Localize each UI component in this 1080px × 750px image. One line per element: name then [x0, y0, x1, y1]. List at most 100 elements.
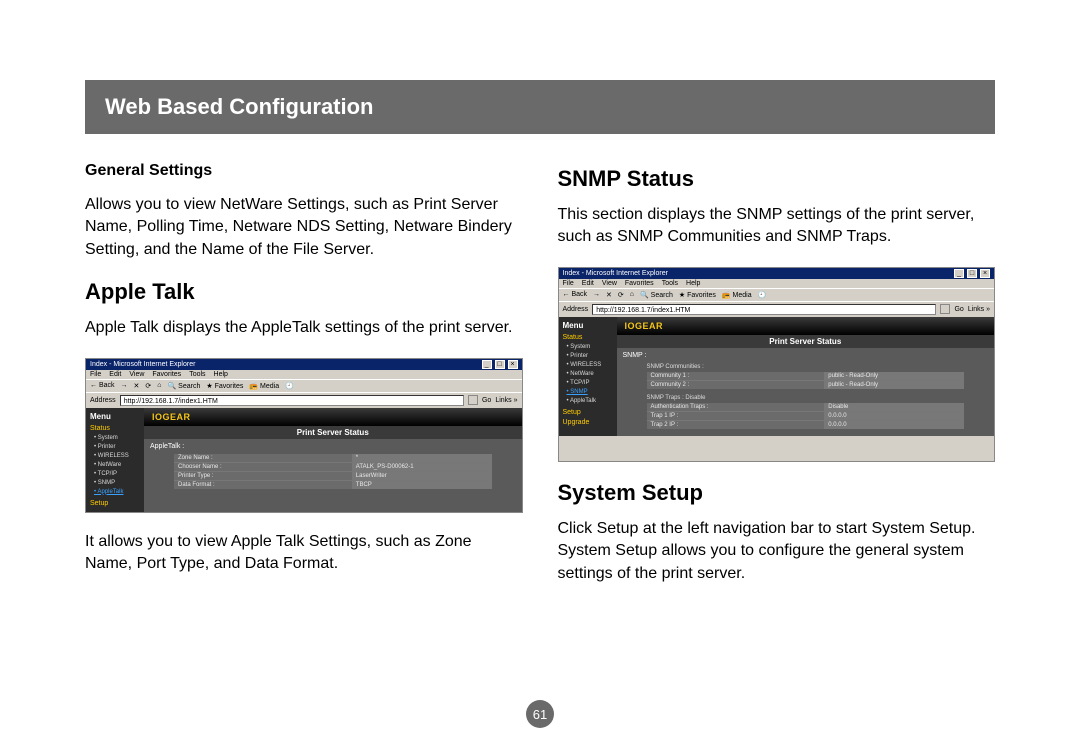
cell-value: public - Read-Only: [824, 372, 964, 380]
menu-item: File: [563, 280, 574, 287]
minimize-icon: _: [482, 360, 492, 369]
sidebar-item: TCP/IP: [94, 470, 140, 479]
cell-label: Community 1 :: [647, 372, 825, 380]
sidebar-item: Printer: [567, 352, 613, 361]
window-titlebar: Index - Microsoft Internet Explorer _ □ …: [86, 359, 522, 370]
sidebar-item: AppleTalk: [567, 397, 613, 406]
system-setup-heading: System Setup: [558, 480, 996, 506]
minimize-icon: _: [954, 269, 964, 278]
history-button: 🕘: [758, 291, 767, 299]
page-number-badge: 61: [526, 700, 554, 728]
table-row: Zone Name : *: [174, 454, 492, 463]
go-label: Go: [482, 397, 491, 404]
media-button: 📻 Media: [249, 382, 279, 390]
table-row: Trap 1 IP : 0.0.0.0: [647, 412, 965, 421]
media-button: 📻 Media: [722, 291, 752, 299]
page-title-bar: Web Based Configuration: [85, 80, 995, 134]
close-icon: ×: [980, 269, 990, 278]
menu-item: Favorites: [152, 371, 181, 378]
search-button: 🔍 Search: [640, 291, 673, 299]
maximize-icon: □: [967, 269, 977, 278]
window-buttons: _ □ ×: [481, 360, 518, 369]
history-button: 🕘: [285, 382, 294, 390]
cell-value: public - Read-Only: [824, 381, 964, 389]
appletalk-after-body: It allows you to view Apple Talk Setting…: [85, 531, 523, 576]
table-row: Chooser Name : ATALK_PS-D00062-1: [174, 463, 492, 472]
cell-value: *: [352, 454, 492, 462]
sidebar-list: System Printer WIRELESS NetWare TCP/IP S…: [563, 343, 613, 406]
general-settings-body: Allows you to view NetWare Settings, suc…: [85, 194, 523, 261]
menu-title: Menu: [563, 321, 613, 330]
two-column-layout: General Settings Allows you to view NetW…: [85, 162, 995, 603]
right-column: SNMP Status This section displays the SN…: [558, 162, 996, 603]
sidebar-item: TCP/IP: [567, 379, 613, 388]
home-button: ⌂: [630, 291, 634, 298]
go-button: [468, 395, 478, 405]
forward-button: →: [121, 382, 128, 389]
table-row: Community 2 : public - Read-Only: [647, 381, 965, 389]
table-row: Community 1 : public - Read-Only: [647, 372, 965, 381]
menu-item: File: [90, 371, 101, 378]
upgrade-label: Upgrade: [563, 419, 613, 426]
browser-toolbar: ← Back → ✕ ⟳ ⌂ 🔍 Search ★ Favorites 📻 Me…: [559, 288, 995, 301]
sidebar-item: WIRELESS: [567, 361, 613, 370]
nav-sidebar: Menu Status System Printer WIRELESS NetW…: [559, 317, 617, 436]
menu-item: Tools: [189, 371, 205, 378]
status-label: Status: [90, 425, 140, 432]
refresh-button: ⟳: [145, 382, 151, 390]
cell-value: 0.0.0.0: [824, 421, 964, 429]
setup-label: Setup: [90, 500, 140, 507]
favorites-button: ★ Favorites: [206, 382, 243, 390]
cell-value: 0.0.0.0: [824, 412, 964, 420]
stop-button: ✕: [134, 382, 140, 390]
menu-item: Tools: [662, 280, 678, 287]
snmp-heading: SNMP Status: [558, 166, 996, 192]
menu-item: View: [129, 371, 144, 378]
traps-head: SNMP Traps : Disable: [647, 395, 965, 401]
table-row: Printer Type : LaserWriter: [174, 472, 492, 481]
address-label: Address: [90, 397, 116, 404]
menu-item: Favorites: [625, 280, 654, 287]
refresh-button: ⟳: [618, 291, 624, 299]
browser-content: Menu Status System Printer WIRELESS NetW…: [86, 408, 522, 513]
cell-label: Trap 2 IP :: [647, 421, 825, 429]
sidebar-item: NetWare: [567, 370, 613, 379]
cell-label: Authentication Traps :: [647, 403, 825, 411]
sidebar-item: System: [567, 343, 613, 352]
menu-item: Help: [214, 371, 228, 378]
address-input: http://192.168.1.7/index1.HTM: [592, 304, 936, 315]
window-titlebar: Index - Microsoft Internet Explorer _ □ …: [559, 268, 995, 279]
cell-label: Printer Type :: [174, 472, 352, 480]
sidebar-item: WIRELESS: [94, 452, 140, 461]
address-label: Address: [563, 306, 589, 313]
panel-title: Print Server Status: [144, 426, 522, 439]
table-row: Authentication Traps : Disable: [647, 403, 965, 412]
cell-label: Chooser Name :: [174, 463, 352, 471]
menu-item: Edit: [109, 371, 121, 378]
address-bar: Address http://192.168.1.7/index1.HTM Go…: [86, 392, 522, 408]
address-bar: Address http://192.168.1.7/index1.HTM Go…: [559, 301, 995, 317]
snmp-body: This section displays the SNMP settings …: [558, 204, 996, 249]
appletalk-table: Zone Name : * Chooser Name : ATALK_PS-D0…: [174, 454, 492, 489]
sidebar-list: System Printer WIRELESS NetWare TCP/IP S…: [90, 434, 140, 497]
browser-menubar: File Edit View Favorites Tools Help: [86, 370, 522, 379]
go-button: [940, 304, 950, 314]
links-label: Links »: [968, 306, 990, 313]
menu-title: Menu: [90, 412, 140, 421]
sidebar-item: NetWare: [94, 461, 140, 470]
status-label: Status: [563, 334, 613, 341]
sidebar-item: Printer: [94, 443, 140, 452]
sidebar-item: SNMP: [94, 479, 140, 488]
sidebar-item: System: [94, 434, 140, 443]
close-icon: ×: [508, 360, 518, 369]
sidebar-item-active: SNMP: [567, 388, 613, 397]
browser-toolbar: ← Back → ✕ ⟳ ⌂ 🔍 Search ★ Favorites 📻 Me…: [86, 379, 522, 392]
appletalk-screenshot: Index - Microsoft Internet Explorer _ □ …: [85, 358, 523, 513]
manual-page: Web Based Configuration General Settings…: [0, 0, 1080, 750]
favorites-button: ★ Favorites: [679, 291, 716, 299]
table-row: Data Format : TBCP: [174, 481, 492, 489]
back-button: ← Back: [563, 291, 588, 298]
general-settings-heading: General Settings: [85, 162, 523, 180]
menu-item: Edit: [582, 280, 594, 287]
stop-button: ✕: [606, 291, 612, 299]
